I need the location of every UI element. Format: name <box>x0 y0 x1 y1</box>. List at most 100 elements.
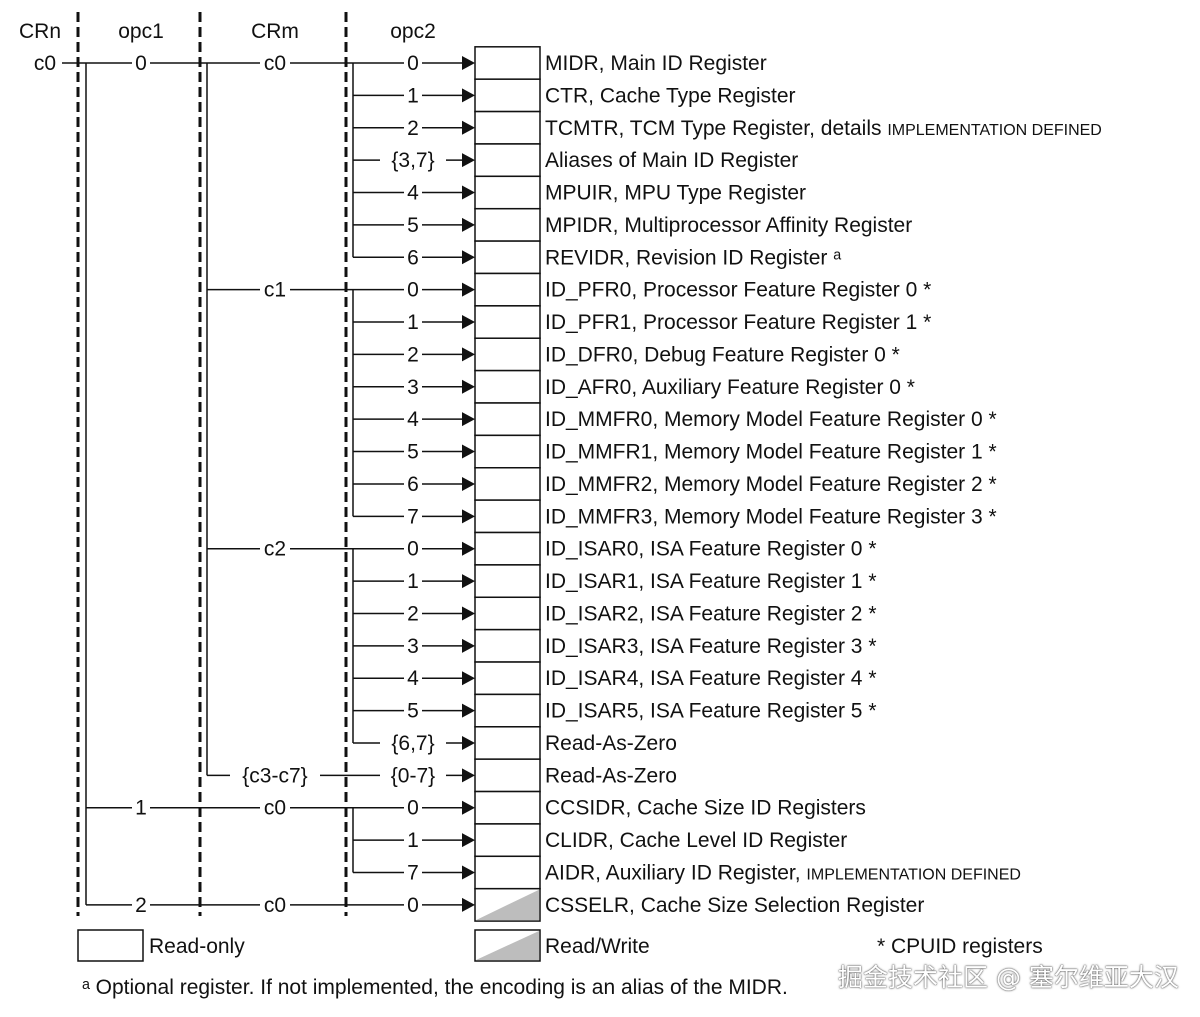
label-background <box>132 893 150 916</box>
arrow-head <box>462 412 475 427</box>
arrow-head <box>462 476 475 491</box>
legend-read-only-label: Read-only <box>149 935 245 958</box>
register-name: MIDR, Main ID Register <box>545 52 767 75</box>
crm-label: c0 <box>264 894 286 917</box>
register-box <box>474 337 541 372</box>
opc2-label: 1 <box>407 829 419 852</box>
register-name-text: ID_ISAR5, ISA Feature Register 5 * <box>545 700 877 723</box>
register-name-text: CLIDR, Cache Level ID Register <box>545 829 847 852</box>
register-name: REVIDR, Revision ID Register ᵃ <box>545 246 841 269</box>
register-note: IMPLEMENTATION DEFINED <box>887 122 1102 139</box>
label-background <box>30 52 60 74</box>
register-box <box>474 823 541 858</box>
read-write-shading <box>476 889 539 921</box>
label-background <box>404 505 422 528</box>
register-box <box>474 305 541 339</box>
opc2-label: 4 <box>407 667 419 690</box>
label-background <box>380 731 446 754</box>
arrow-head <box>462 120 475 135</box>
register-name-text: CTR, Cache Type Register <box>545 84 796 107</box>
arrow-head <box>462 315 475 330</box>
crm-label: c0 <box>264 797 286 820</box>
legend-cpuid-label: * CPUID registers <box>877 935 1043 958</box>
label-background <box>260 278 290 301</box>
register-name-text: REVIDR, Revision ID Register ᵃ <box>545 246 841 269</box>
register-name-text: TCMTR, TCM Type Register, details <box>545 117 887 140</box>
register-name: CSSELR, Cache Size Selection Register <box>545 894 924 917</box>
register-name: ID_MMFR3, Memory Model Feature Register … <box>545 505 997 528</box>
arrow-head <box>462 865 475 880</box>
opc2-label: 0 <box>407 894 419 917</box>
register-box <box>474 240 541 275</box>
opc2-label: 2 <box>407 343 419 366</box>
register-name: ID_ISAR2, ISA Feature Register 2 * <box>545 602 877 625</box>
arrow-head <box>462 735 475 750</box>
label-background <box>132 52 150 74</box>
label-background <box>380 149 446 172</box>
arrow-head <box>462 379 475 394</box>
register-name-text: ID_MMFR2, Memory Model Feature Register … <box>545 473 997 496</box>
register-name: AIDR, Auxiliary ID Register, IMPLEMENTAT… <box>545 862 1021 885</box>
label-background <box>404 796 422 819</box>
arrow-head <box>462 217 475 232</box>
label-background <box>404 213 422 236</box>
label-background <box>404 181 422 204</box>
label-background <box>260 537 290 560</box>
label-background <box>404 311 422 334</box>
register-name: ID_PFR1, Processor Feature Register 1 * <box>545 311 931 334</box>
register-box <box>474 693 541 728</box>
label-background <box>404 472 422 495</box>
arrow-head <box>462 153 475 168</box>
register-name-text: Read-As-Zero <box>545 732 677 755</box>
opc2-label: {3,7} <box>391 149 434 172</box>
label-background <box>404 602 422 625</box>
opc2-label: 3 <box>407 635 419 658</box>
opc2-label: 1 <box>407 570 419 593</box>
arrow-head <box>462 185 475 200</box>
header-opc2: opc2 <box>390 20 436 43</box>
label-background <box>404 408 422 431</box>
opc2-label: 0 <box>407 797 419 820</box>
register-box <box>474 628 541 663</box>
register-box <box>474 175 541 210</box>
opc2-label: 7 <box>407 862 419 885</box>
watermark: 掘金技术社区 @ 塞尔维亚大汉 <box>838 963 1179 992</box>
opc2-label: 2 <box>407 602 419 625</box>
register-name-text: ID_MMFR0, Memory Model Feature Register … <box>545 408 997 431</box>
register-box <box>474 369 541 404</box>
crm-label: c2 <box>264 538 286 561</box>
register-box <box>474 46 541 80</box>
register-name-text: ID_ISAR3, ISA Feature Register 3 * <box>545 635 877 658</box>
register-name-text: ID_MMFR3, Memory Model Feature Register … <box>545 505 997 528</box>
label-background <box>230 764 320 787</box>
register-name: ID_ISAR0, ISA Feature Register 0 * <box>545 538 877 561</box>
label-background <box>404 667 422 690</box>
opc2-label: 5 <box>407 214 419 237</box>
register-box <box>474 434 541 469</box>
register-name: Read-As-Zero <box>545 764 677 787</box>
label-background <box>404 52 422 74</box>
register-name-text: MPUIR, MPU Type Register <box>545 182 806 205</box>
label-background <box>404 440 422 463</box>
register-name: ID_AFR0, Auxiliary Feature Register 0 * <box>545 376 915 399</box>
register-name: TCMTR, TCM Type Register, details IMPLEM… <box>545 117 1102 140</box>
opc2-label: 7 <box>407 505 419 528</box>
label-background <box>404 829 422 852</box>
header-crm: CRm <box>251 20 299 43</box>
label-background <box>404 278 422 301</box>
opc2-label: 2 <box>407 117 419 140</box>
register-box <box>474 402 541 437</box>
header-crn: CRn <box>19 20 61 43</box>
arrow-head <box>462 282 475 297</box>
label-background <box>404 116 422 139</box>
opc2-label: 4 <box>407 408 419 431</box>
arrow-head <box>462 444 475 459</box>
label-background <box>404 246 422 269</box>
register-name-text: ID_DFR0, Debug Feature Register 0 * <box>545 343 900 366</box>
register-name: CLIDR, Cache Level ID Register <box>545 829 847 852</box>
register-box <box>474 564 541 599</box>
arrow-head <box>462 638 475 653</box>
register-box <box>474 78 541 113</box>
register-box <box>474 758 541 793</box>
